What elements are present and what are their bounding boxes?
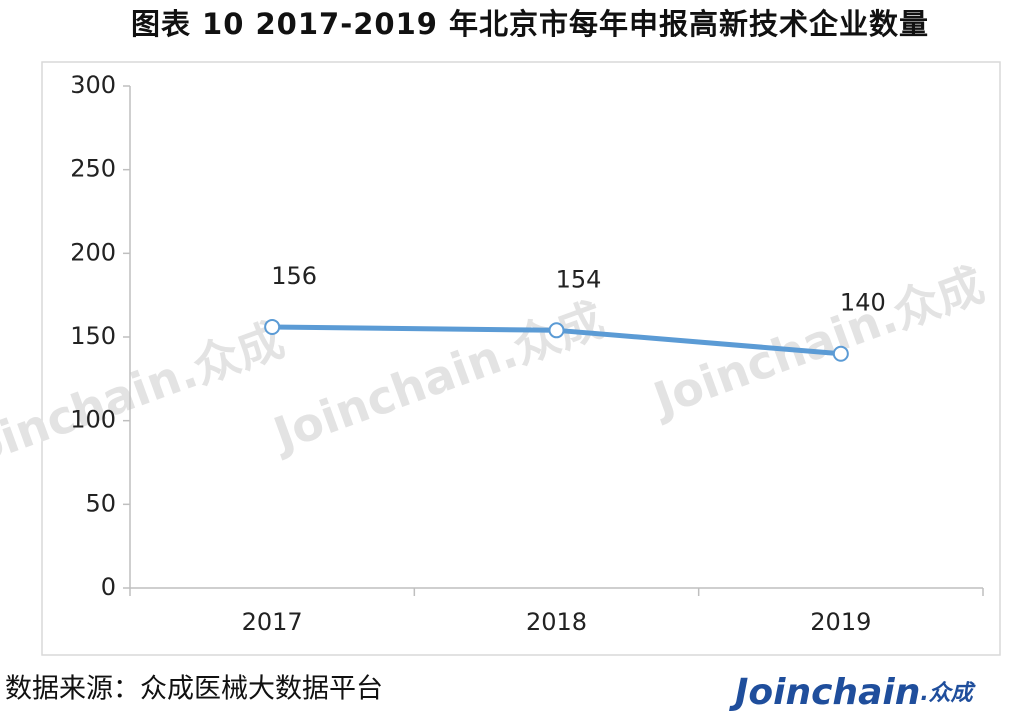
- data-label: 156: [271, 262, 317, 290]
- y-tick-label: 250: [70, 155, 116, 183]
- logo-suffix: .众成: [920, 680, 976, 706]
- y-tick-label: 50: [85, 489, 116, 517]
- x-tick-label: 2019: [810, 608, 871, 636]
- x-tick-label: 2017: [242, 608, 303, 636]
- logo: Joinchain.众成: [729, 672, 977, 713]
- logo-name: Joinchain: [729, 672, 920, 713]
- y-tick-label: 0: [101, 573, 116, 601]
- x-tick-label: 2018: [526, 608, 587, 636]
- chart-title: 图表 10 2017-2019 年北京市每年申报高新技术企业数量: [131, 7, 929, 41]
- data-label: 140: [840, 289, 886, 317]
- y-tick-label: 150: [70, 322, 116, 350]
- y-tick-label: 300: [70, 71, 116, 99]
- chart-frame: [41, 61, 1001, 656]
- marker: [548, 322, 565, 339]
- watermark: Joinchain.众成: [0, 312, 291, 482]
- y-tick-label: 100: [70, 406, 116, 434]
- y-tick-label: 200: [70, 238, 116, 266]
- watermark: Joinchain.众成: [264, 292, 611, 462]
- marker: [832, 345, 849, 362]
- source-note: 数据来源：众成医械大数据平台: [5, 674, 383, 705]
- data-label: 154: [556, 265, 602, 293]
- marker: [264, 318, 281, 335]
